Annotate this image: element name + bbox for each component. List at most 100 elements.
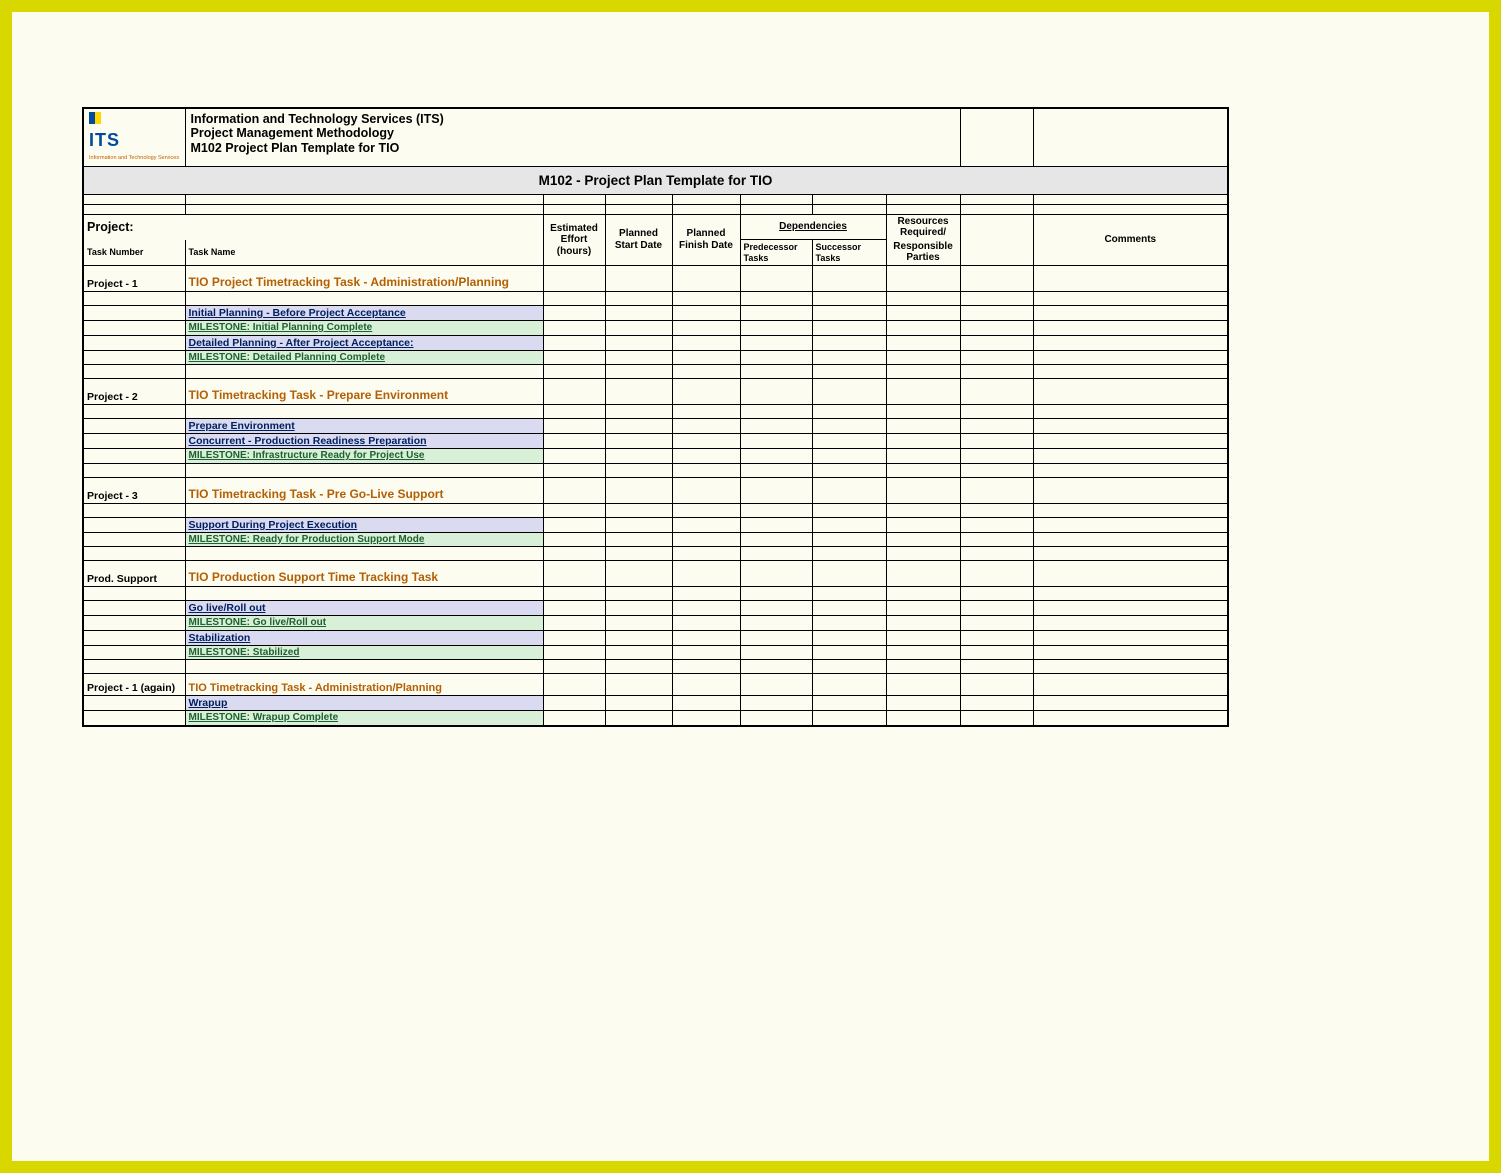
task-name-cell: MILESTONE: Detailed Planning Complete xyxy=(185,350,543,365)
table-row: Prod. SupportTIO Production Support Time… xyxy=(83,561,1228,587)
empty-cell xyxy=(886,601,960,616)
task-number-cell xyxy=(83,335,185,350)
empty-cell xyxy=(543,265,605,291)
empty-cell xyxy=(543,365,605,379)
task-name-cell: TIO Project Timetracking Task - Administ… xyxy=(185,265,543,291)
empty-cell xyxy=(812,335,886,350)
empty-cell xyxy=(605,696,672,711)
task-number-cell xyxy=(83,601,185,616)
empty-cell xyxy=(886,463,960,477)
task-name-cell: TIO Timetracking Task - Prepare Environm… xyxy=(185,379,543,405)
task-number-cell xyxy=(83,350,185,365)
empty-cell xyxy=(740,503,812,517)
empty-cell xyxy=(672,645,740,660)
table-row: Stabilization xyxy=(83,630,1228,645)
table-row: Project - 3TIO Timetracking Task - Pre G… xyxy=(83,477,1228,503)
empty-cell xyxy=(812,265,886,291)
empty-cell xyxy=(812,645,886,660)
task-number-cell: Project - 1 xyxy=(83,265,185,291)
empty-cell xyxy=(543,532,605,547)
colhdr-comments: Comments xyxy=(1033,214,1228,265)
empty-cell xyxy=(960,321,1033,336)
empty-cell xyxy=(812,305,886,320)
empty-cell xyxy=(543,503,605,517)
colhdr-task-number: Task Number xyxy=(83,240,185,266)
empty-cell xyxy=(605,405,672,419)
task-number-cell xyxy=(83,419,185,434)
empty-cell xyxy=(672,711,740,726)
empty-cell xyxy=(605,265,672,291)
empty-cell xyxy=(672,434,740,449)
table-row xyxy=(83,405,1228,419)
empty-cell xyxy=(812,587,886,601)
logo-subtext: Information and Technology Services xyxy=(89,155,179,161)
empty-cell xyxy=(672,532,740,547)
table-row: Initial Planning - Before Project Accept… xyxy=(83,305,1228,320)
task-name-cell: Prepare Environment xyxy=(185,419,543,434)
empty-cell xyxy=(672,630,740,645)
empty-cell xyxy=(960,463,1033,477)
empty-cell xyxy=(740,291,812,305)
empty-cell xyxy=(1033,587,1228,601)
task-name-cell xyxy=(185,365,543,379)
colhdr-dependencies: Dependencies xyxy=(740,214,886,240)
task-number-cell xyxy=(83,547,185,561)
task-name-cell: MILESTONE: Initial Planning Complete xyxy=(185,321,543,336)
empty-cell xyxy=(740,419,812,434)
table-row: MILESTONE: Infrastructure Ready for Proj… xyxy=(83,449,1228,464)
task-name-cell: MILESTONE: Go live/Roll out xyxy=(185,616,543,631)
empty-cell xyxy=(886,711,960,726)
empty-cell xyxy=(886,630,960,645)
task-name-cell xyxy=(185,463,543,477)
empty-cell xyxy=(1033,660,1228,674)
task-number-cell xyxy=(83,463,185,477)
empty-cell xyxy=(960,674,1033,696)
empty-cell xyxy=(1033,434,1228,449)
empty-cell xyxy=(672,477,740,503)
empty-cell xyxy=(960,601,1033,616)
empty-cell xyxy=(1033,645,1228,660)
empty-cell xyxy=(605,321,672,336)
empty-cell xyxy=(960,291,1033,305)
empty-cell xyxy=(740,405,812,419)
empty-cell xyxy=(605,379,672,405)
empty-cell xyxy=(672,463,740,477)
empty-cell xyxy=(812,601,886,616)
project-label: Project: xyxy=(83,214,543,240)
empty-cell xyxy=(1033,696,1228,711)
task-name-cell xyxy=(185,547,543,561)
empty-cell xyxy=(812,321,886,336)
table-row: MILESTONE: Initial Planning Complete xyxy=(83,321,1228,336)
empty-cell xyxy=(605,449,672,464)
task-name-cell: Go live/Roll out xyxy=(185,601,543,616)
task-number-cell xyxy=(83,517,185,532)
task-name-cell: Wrapup xyxy=(185,696,543,711)
empty-cell xyxy=(812,503,886,517)
task-number-cell xyxy=(83,532,185,547)
task-number-cell xyxy=(83,587,185,601)
empty-cell xyxy=(812,696,886,711)
empty-cell xyxy=(543,335,605,350)
empty-cell xyxy=(812,561,886,587)
empty-cell xyxy=(1033,265,1228,291)
empty-cell xyxy=(960,587,1033,601)
table-row xyxy=(83,463,1228,477)
empty-cell xyxy=(886,335,960,350)
empty-cell xyxy=(672,587,740,601)
colhdr-resources-required: Resources Required/ xyxy=(886,214,960,240)
spacer-row xyxy=(83,204,1228,214)
task-number-cell xyxy=(83,616,185,631)
empty-cell xyxy=(672,365,740,379)
empty-cell xyxy=(605,711,672,726)
empty-cell xyxy=(812,517,886,532)
empty-cell xyxy=(960,503,1033,517)
empty-cell xyxy=(886,477,960,503)
colhdr-successor: Successor Tasks xyxy=(812,240,886,266)
task-number-cell xyxy=(83,291,185,305)
empty-cell xyxy=(886,532,960,547)
empty-cell xyxy=(543,711,605,726)
empty-cell xyxy=(740,696,812,711)
empty-cell xyxy=(605,305,672,320)
empty-cell xyxy=(960,630,1033,645)
empty-cell xyxy=(886,305,960,320)
